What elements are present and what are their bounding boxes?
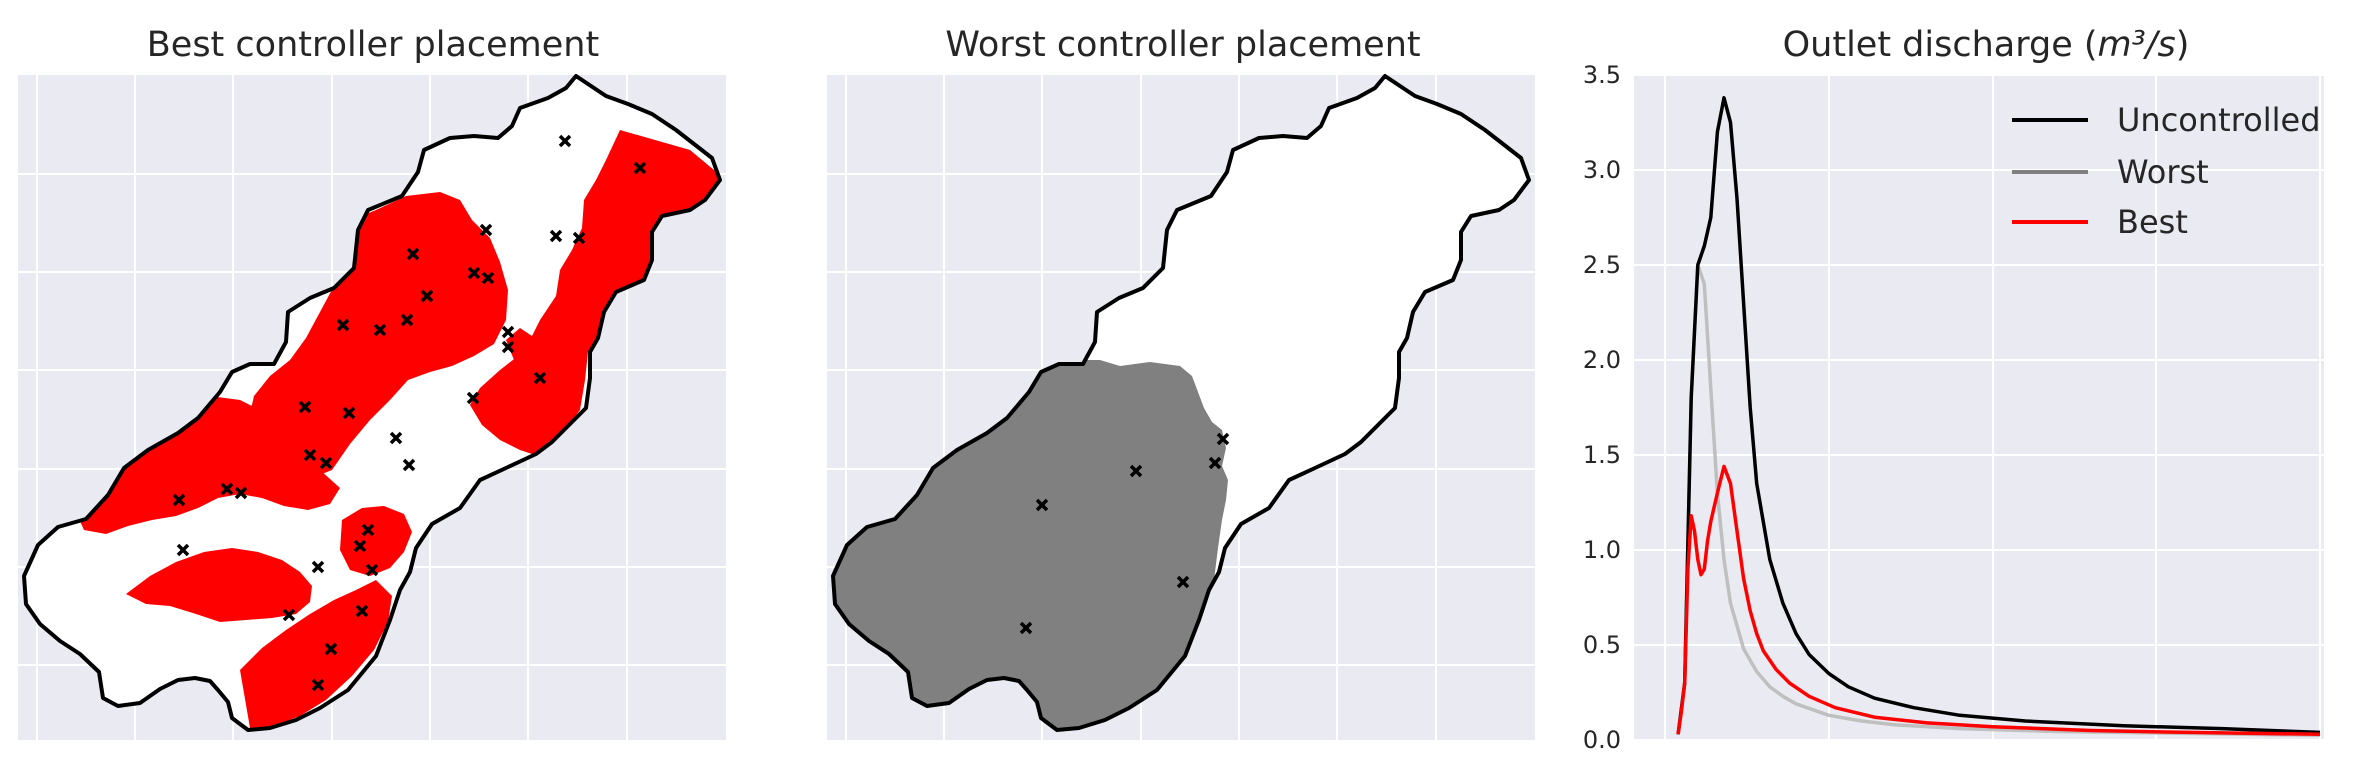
best-region	[248, 192, 508, 478]
controller-marker-icon	[355, 604, 369, 618]
controller-marker-icon	[172, 493, 186, 507]
controller-marker-icon	[1176, 575, 1190, 589]
controller-marker-icon	[234, 486, 248, 500]
y-tick-label: 2.5	[1583, 251, 1621, 279]
y-tick-label: 3.5	[1583, 61, 1621, 89]
best-region	[126, 548, 312, 622]
panel2-axes	[827, 74, 1535, 740]
controller-marker-icon	[336, 318, 350, 332]
controller-marker-icon	[501, 325, 515, 339]
series-line-uncontrolled	[1676, 96, 2321, 735]
controller-marker-icon	[311, 560, 325, 574]
controller-marker-icon	[220, 482, 234, 496]
panel1-title: Best controller placement	[147, 25, 599, 65]
y-tick-label: 1.5	[1583, 441, 1621, 469]
panel3-legend: Uncontrolled Worst Best	[2012, 101, 2321, 241]
controller-marker-icon	[353, 539, 367, 553]
panel3-yticks: 0.0 0.5 1.0 1.5 2.0 2.5 3.0 3.5	[1583, 61, 1621, 754]
controller-marker-icon	[1208, 456, 1222, 470]
controller-marker-icon	[402, 458, 416, 472]
controller-marker-icon	[481, 271, 495, 285]
y-tick-label: 1.0	[1583, 536, 1621, 564]
controller-marker-icon	[373, 323, 387, 337]
controller-marker-icon	[501, 340, 515, 354]
panel3-title-suffix: )	[2176, 25, 2190, 65]
controller-marker-icon	[342, 406, 356, 420]
panel3-title: Outlet discharge (m³/s)	[1783, 25, 2190, 65]
controller-marker-icon	[282, 608, 296, 622]
controller-marker-icon	[311, 678, 325, 692]
controller-marker-icon	[176, 543, 190, 557]
best-region	[340, 506, 412, 576]
controller-marker-icon	[466, 391, 480, 405]
controller-marker-icon	[549, 229, 563, 243]
panel3-background	[1634, 75, 2324, 740]
controller-marker-icon	[324, 642, 338, 656]
panel2-controllers	[1019, 432, 1230, 635]
panel3-grid	[1634, 74, 2324, 741]
panel1-axes	[18, 74, 726, 740]
controller-marker-icon	[400, 313, 414, 327]
legend-label-worst: Worst	[2117, 153, 2209, 191]
y-tick-label: 2.0	[1583, 346, 1621, 374]
controller-marker-icon	[298, 400, 312, 414]
controller-marker-icon	[303, 448, 317, 462]
panel3-title-units: m³/s	[2098, 25, 2176, 65]
controller-marker-icon	[1035, 498, 1049, 512]
controller-marker-icon	[361, 523, 375, 537]
legend-label-best: Best	[2117, 203, 2188, 241]
controller-marker-icon	[319, 456, 333, 470]
controller-marker-icon	[1129, 464, 1143, 478]
controller-marker-icon	[533, 371, 547, 385]
controller-marker-icon	[1216, 432, 1230, 446]
controller-marker-icon	[365, 563, 379, 577]
y-tick-label: 0.0	[1583, 726, 1621, 754]
panel3-title-prefix: Outlet discharge (	[1783, 25, 2098, 65]
controller-marker-icon	[1019, 621, 1033, 635]
panel3-axes: 0.0 0.5 1.0 1.5 2.0 2.5 3.0 3.5 Uncontrolled Wo…	[1583, 61, 2324, 754]
controller-marker-icon	[558, 134, 572, 148]
panel1-controllers	[172, 134, 647, 692]
panel1-controlled-regions	[74, 130, 720, 728]
panel2-title: Worst controller placement	[945, 25, 1420, 65]
best-region	[470, 130, 720, 455]
y-tick-label: 3.0	[1583, 156, 1621, 184]
y-tick-label: 0.5	[1583, 631, 1621, 659]
controller-marker-icon	[479, 223, 493, 237]
controller-marker-icon	[633, 161, 647, 175]
controller-marker-icon	[406, 247, 420, 261]
controller-marker-icon	[467, 266, 481, 280]
legend-label-uncontrolled: Uncontrolled	[2117, 101, 2321, 139]
series-line-worst	[1676, 263, 2321, 738]
panel3-lines	[1676, 96, 2321, 738]
best-region	[240, 580, 392, 728]
controller-marker-icon	[389, 431, 403, 445]
series-line-best	[1676, 464, 2321, 737]
controller-marker-icon	[420, 289, 434, 303]
controller-marker-icon	[572, 231, 586, 245]
